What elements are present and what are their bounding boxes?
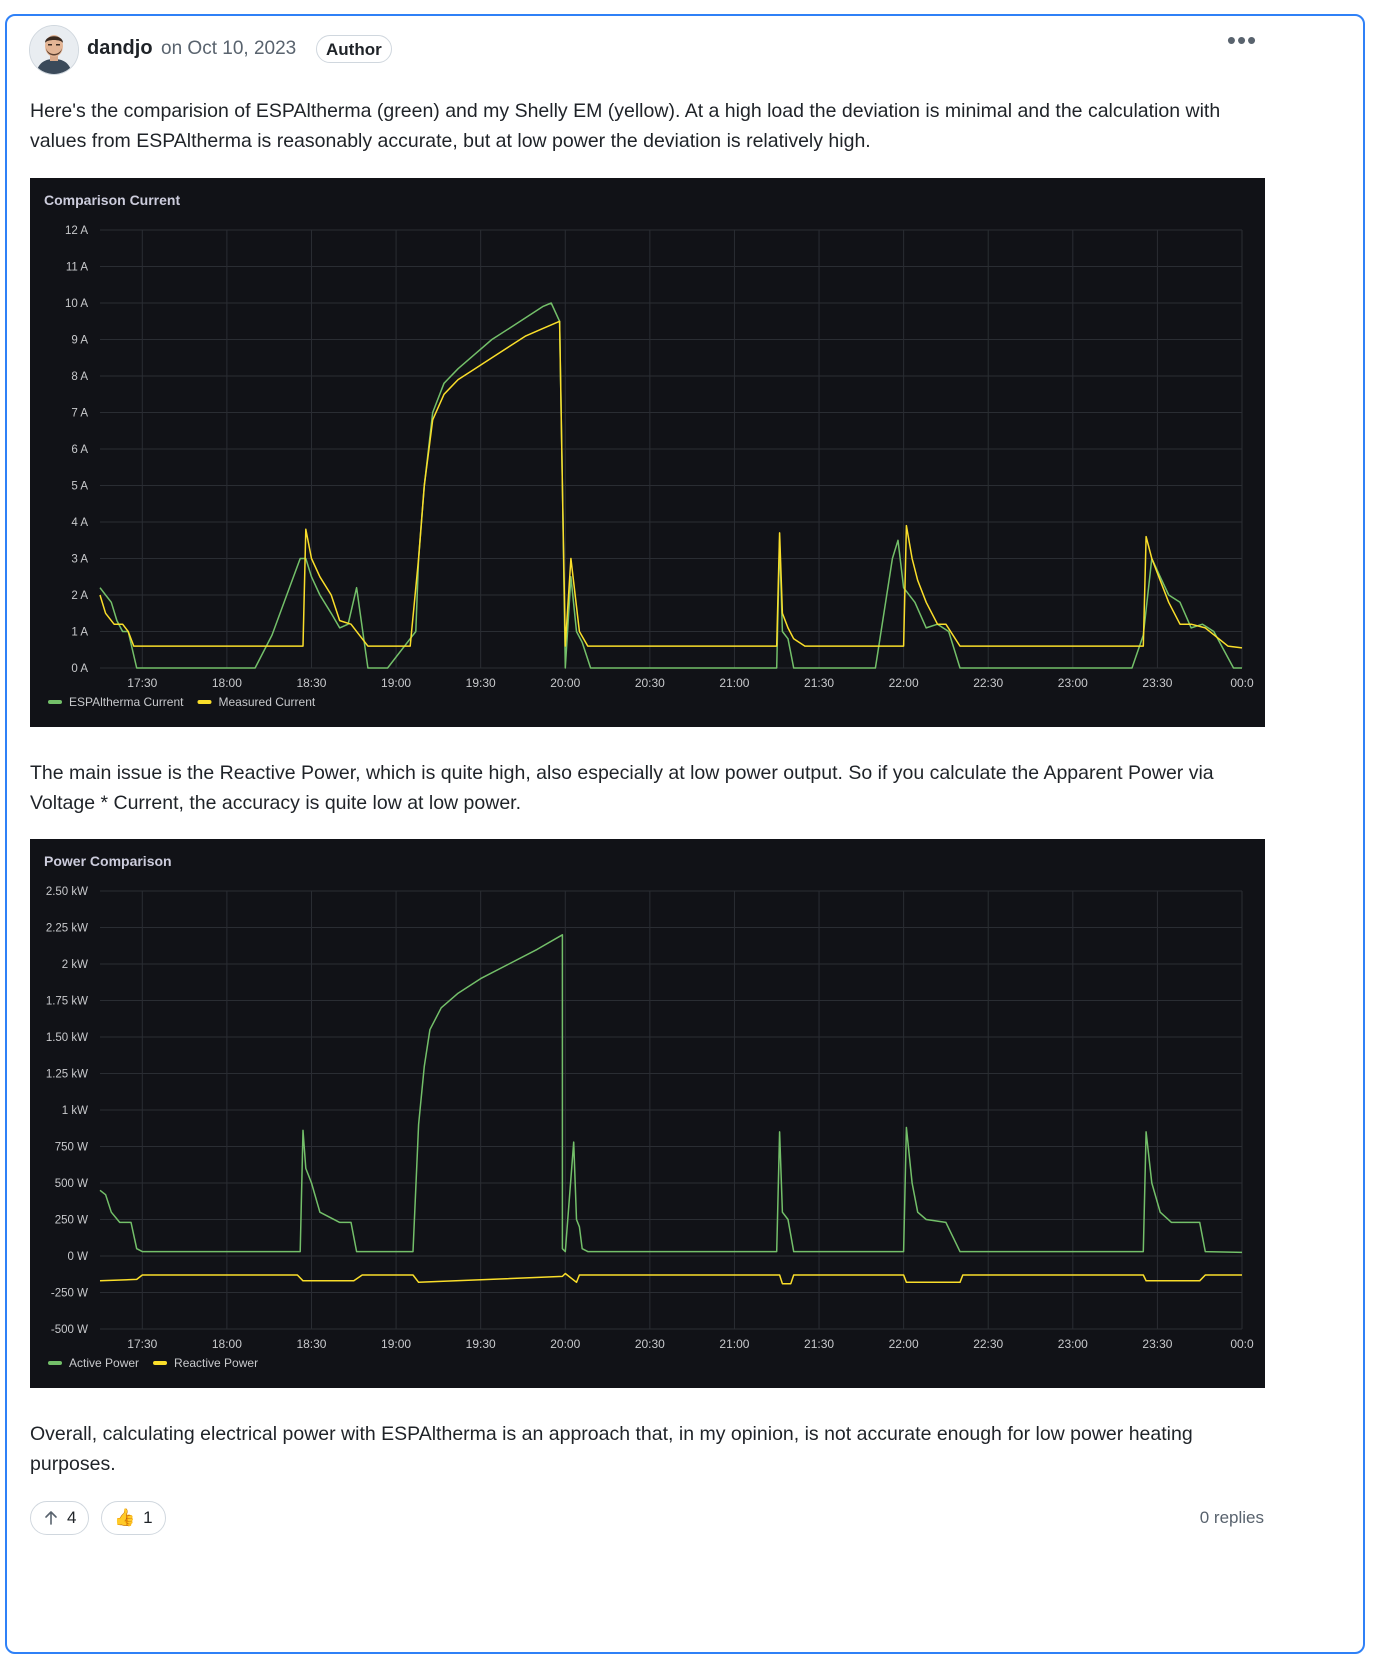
chart-title: Comparison Current xyxy=(44,192,180,208)
x-tick-label: 18:30 xyxy=(296,1337,326,1351)
series-line-1 xyxy=(99,1272,1242,1285)
legend-label[interactable]: Reactive Power xyxy=(174,1356,258,1370)
legend-swatch xyxy=(153,1361,168,1365)
x-tick-label: 22:00 xyxy=(889,1337,919,1351)
y-tick-label: -500 W xyxy=(51,1324,88,1336)
avatar-portrait-icon xyxy=(30,26,78,74)
y-tick-label: 0 A xyxy=(71,663,88,675)
x-tick-label: 22:00 xyxy=(889,676,919,690)
legend-label[interactable]: Active Power xyxy=(69,1356,139,1370)
y-tick-label: 1 A xyxy=(71,627,88,639)
current-comparison-chart-svg: Comparison Current 0 A 1 A 2 A 3 A 4 A 5 A 6 A 7… xyxy=(44,192,1254,709)
x-tick-label: 00:0 xyxy=(1230,1337,1254,1351)
x-tick-label: 22:30 xyxy=(973,676,1003,690)
x-tick-label: 19:00 xyxy=(381,1337,411,1351)
y-tick-label: 750 W xyxy=(55,1142,88,1154)
avatar[interactable] xyxy=(29,25,79,75)
author-badge: Author xyxy=(316,35,392,63)
x-tick-label: 17:30 xyxy=(127,1337,157,1351)
x-tick-label: 21:30 xyxy=(804,676,834,690)
y-tick-label: -250 W xyxy=(51,1288,88,1300)
x-tick-label: 18:30 xyxy=(296,676,326,690)
series-line-1 xyxy=(99,320,1243,649)
y-tick-label: 1.25 kW xyxy=(46,1069,88,1081)
y-tick-label: 2.50 kW xyxy=(46,886,88,898)
x-tick-label: 21:30 xyxy=(804,1337,834,1351)
y-tick-label: 6 A xyxy=(71,444,88,456)
x-tick-label: 20:30 xyxy=(635,1337,665,1351)
arrow-up-icon xyxy=(45,1511,57,1525)
y-tick-label: 7 A xyxy=(71,408,88,420)
upvote-button[interactable]: 4 xyxy=(30,1501,90,1535)
x-tick-label: 21:00 xyxy=(719,1337,749,1351)
x-tick-label: 23:30 xyxy=(1142,1337,1172,1351)
y-tick-label: 10 A xyxy=(65,298,88,310)
legend-label[interactable]: Measured Current xyxy=(219,695,316,709)
x-tick-label: 18:00 xyxy=(212,1337,242,1351)
x-tick-label: 20:00 xyxy=(550,1337,580,1351)
y-tick-label: 250 W xyxy=(55,1215,88,1227)
y-tick-label: 9 A xyxy=(71,335,88,347)
comment-paragraph-2: The main issue is the Reactive Power, wh… xyxy=(30,762,1214,814)
y-tick-label: 1.50 kW xyxy=(46,1032,88,1044)
y-tick-label: 8 A xyxy=(71,371,88,383)
y-tick-label: 2 kW xyxy=(62,959,88,971)
comment-paragraph-3: Overall, calculating electrical power wi… xyxy=(30,1423,1193,1475)
post-date[interactable]: on Oct 10, 2023 xyxy=(161,38,297,59)
replies-count[interactable]: 0 replies xyxy=(1199,1508,1264,1527)
y-tick-label: 2.25 kW xyxy=(46,923,88,935)
y-tick-label: 500 W xyxy=(55,1178,88,1190)
x-tick-label: 22:30 xyxy=(973,1337,1003,1351)
discussion-comment-card xyxy=(5,14,1365,1654)
y-tick-label: 4 A xyxy=(71,517,88,529)
x-tick-label: 19:30 xyxy=(466,676,496,690)
x-tick-label: 19:30 xyxy=(466,1337,496,1351)
x-tick-label: 00:0 xyxy=(1230,676,1254,690)
x-tick-label: 23:00 xyxy=(1058,676,1088,690)
more-options-icon[interactable]: ••• xyxy=(1226,25,1258,55)
series-line-0 xyxy=(99,302,1242,669)
thumbs-up-icon: 👍 xyxy=(114,1508,136,1527)
y-tick-label: 3 A xyxy=(71,554,88,566)
y-tick-label: 1.75 kW xyxy=(46,996,88,1008)
x-tick-label: 21:00 xyxy=(719,676,749,690)
y-tick-label: 12 A xyxy=(65,225,88,237)
x-tick-label: 23:00 xyxy=(1058,1337,1088,1351)
y-tick-label: 2 A xyxy=(71,590,88,602)
power-comparison-chart-svg: Power Comparison -500 W -250 W 0 W 250 W 500 … xyxy=(44,853,1254,1370)
legend-swatch xyxy=(48,1361,62,1365)
power-comparison-chart: Power Comparison -500 W -250 W 0 W 250 W 500 … xyxy=(30,839,1265,1388)
y-tick-label: 1 kW xyxy=(62,1105,88,1117)
upvote-count: 4 xyxy=(67,1508,77,1527)
reaction-count: 1 xyxy=(143,1508,153,1527)
comment-paragraph-1: Here's the comparision of ESPAltherma (g… xyxy=(30,100,1221,152)
chart-title: Power Comparison xyxy=(44,853,172,869)
x-tick-label: 23:30 xyxy=(1142,676,1172,690)
x-tick-label: 19:00 xyxy=(381,676,411,690)
legend-swatch xyxy=(197,700,212,704)
x-tick-label: 17:30 xyxy=(127,676,157,690)
y-tick-label: 5 A xyxy=(71,481,88,493)
author-name[interactable]: dandjo xyxy=(87,37,153,59)
series-line-0 xyxy=(99,934,1243,1254)
current-comparison-chart: Comparison Current 0 A 1 A 2 A 3 A 4 A 5 A 6 A 7… xyxy=(30,178,1265,727)
legend-swatch xyxy=(48,700,62,704)
x-tick-label: 18:00 xyxy=(212,676,242,690)
legend-label[interactable]: ESPAltherma Current xyxy=(69,695,184,709)
x-tick-label: 20:00 xyxy=(550,676,580,690)
y-tick-label: 0 W xyxy=(68,1251,89,1263)
y-tick-label: 11 A xyxy=(66,262,88,274)
thumbs-up-reaction-button[interactable]: 👍 1 xyxy=(101,1501,166,1535)
x-tick-label: 20:30 xyxy=(635,676,665,690)
